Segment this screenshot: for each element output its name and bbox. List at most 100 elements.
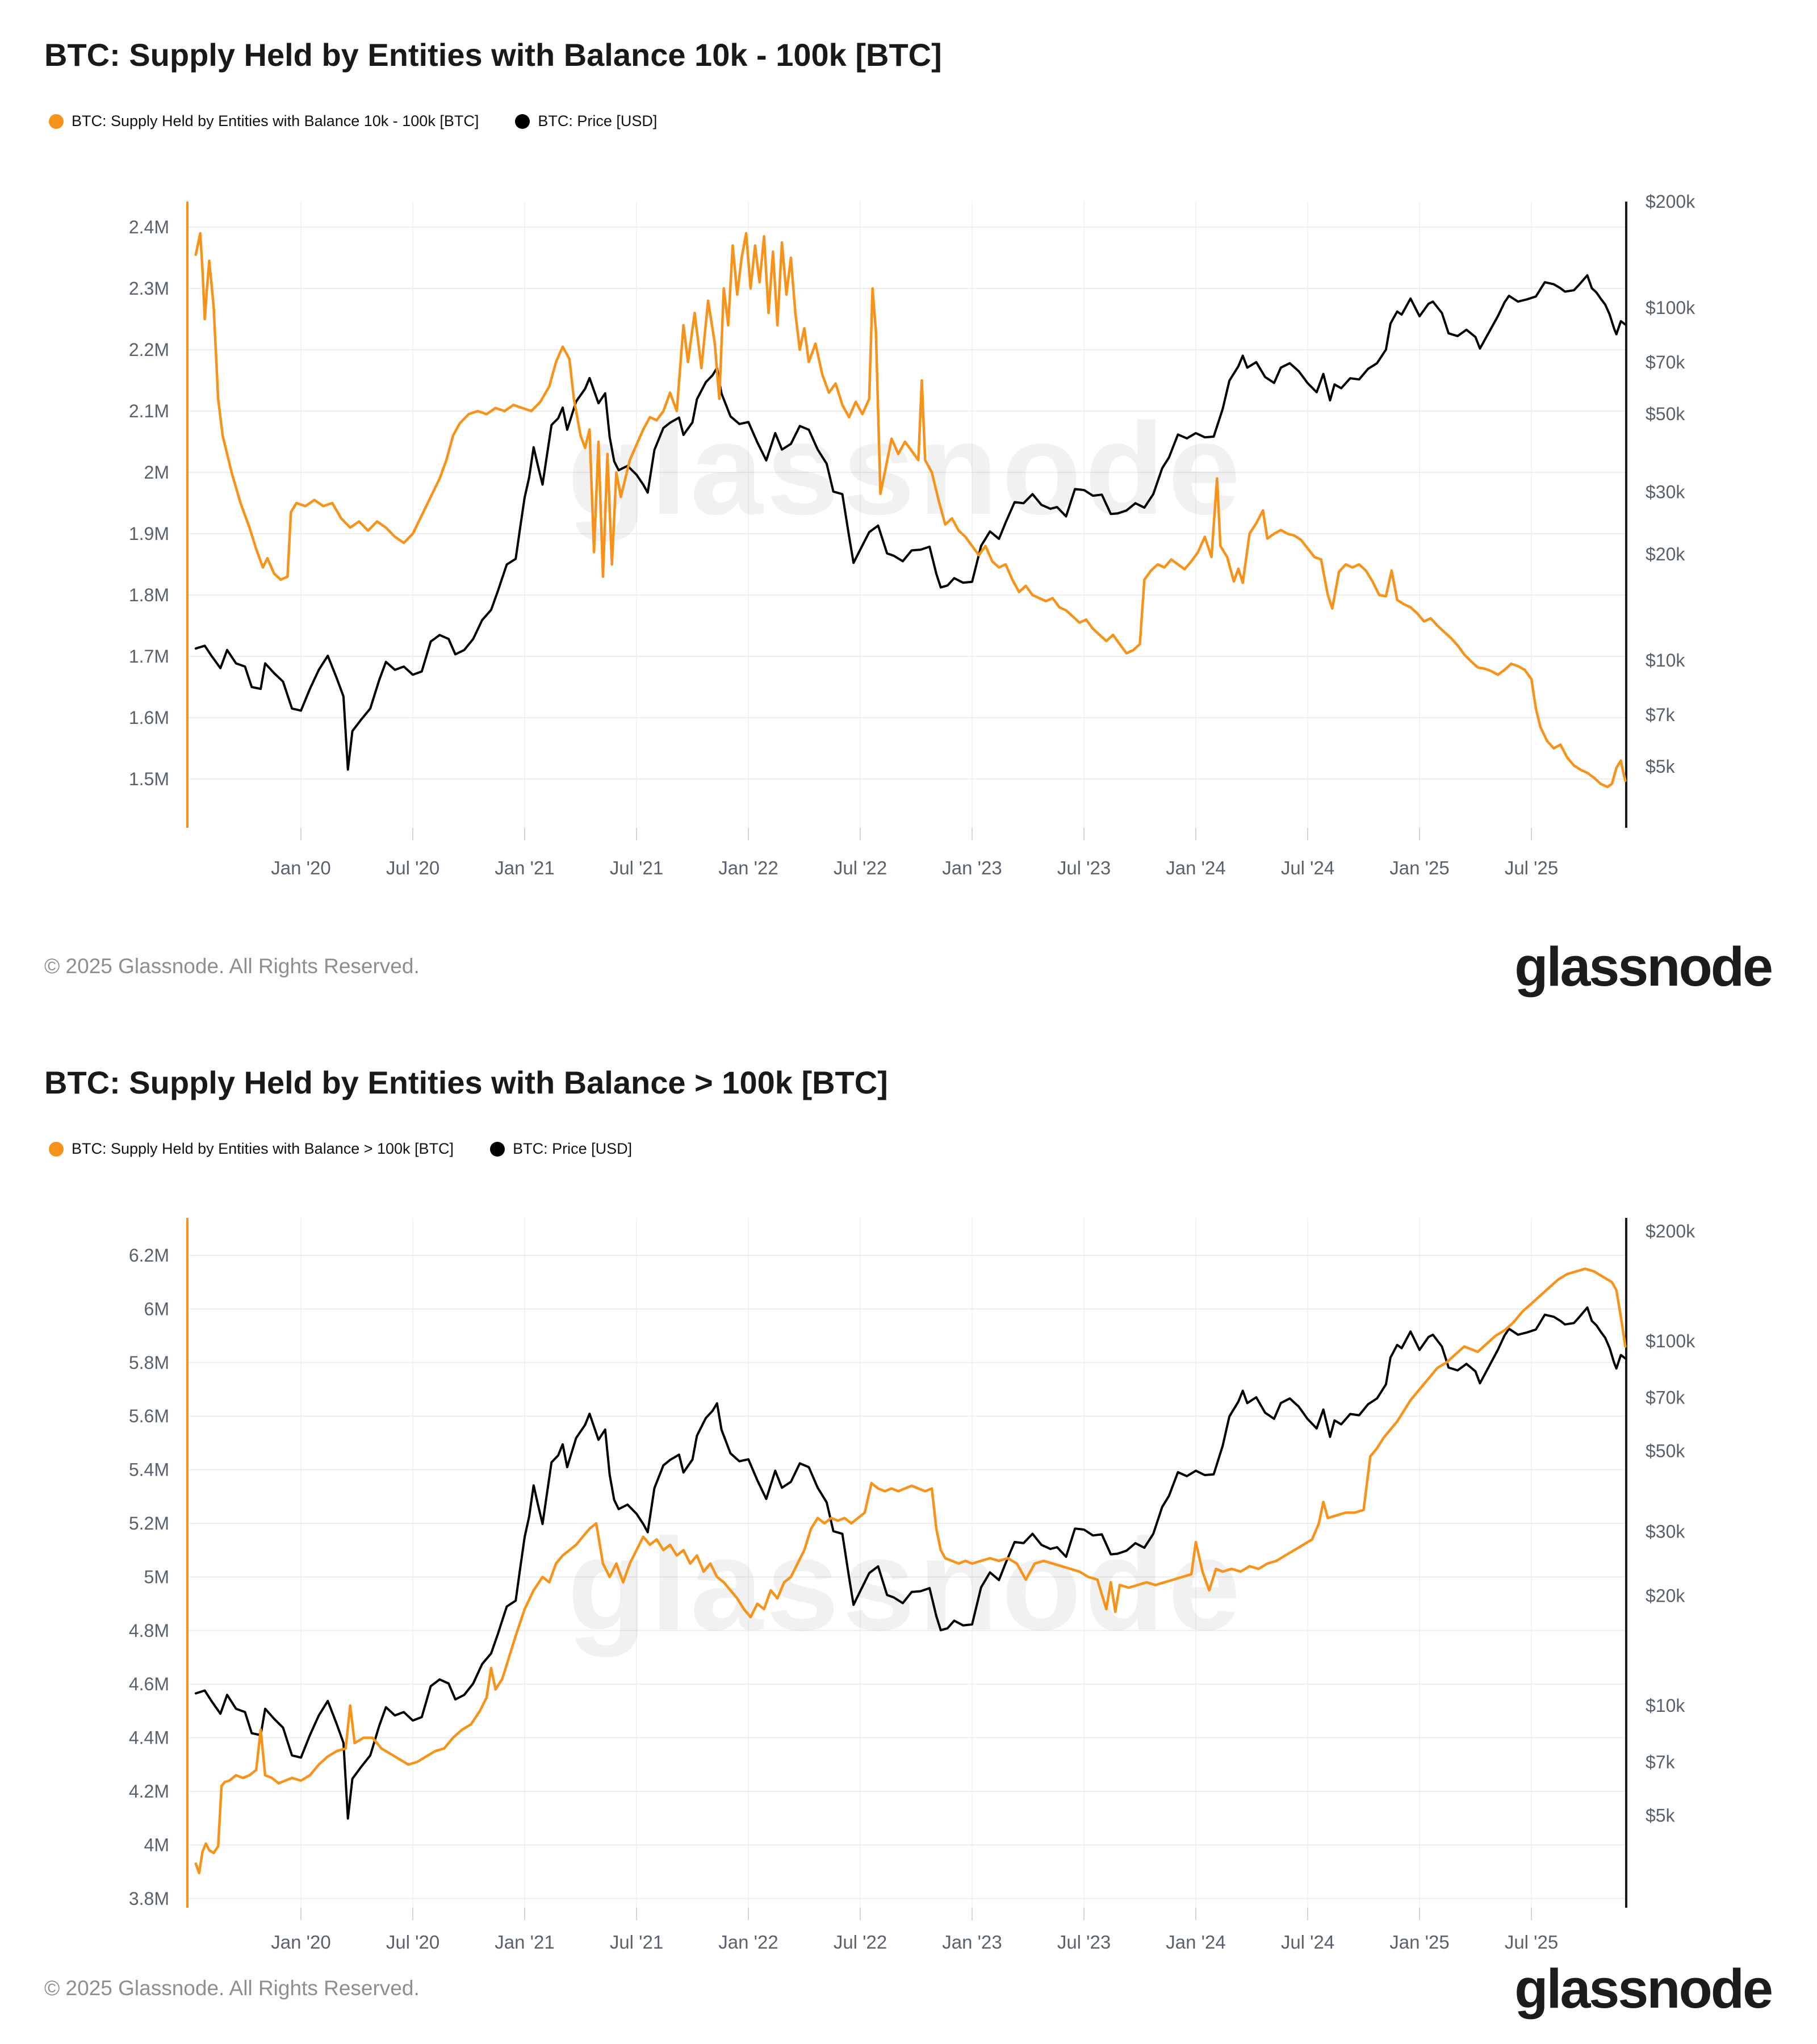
x-axis-label: Jul '20 xyxy=(386,857,439,878)
right-axis-label: $70k xyxy=(1646,1387,1685,1408)
copyright-text: © 2025 Glassnode. All Rights Reserved. xyxy=(44,1976,420,2000)
supply-line xyxy=(194,1267,1627,1875)
left-axis-label: 2M xyxy=(144,462,169,483)
plot-area-1[interactable]: Jan '20 Jul '20 Jan '21 Jul '21 Jan '22 Jul '… xyxy=(129,191,1695,878)
copyright-text: © 2025 Glassnode. All Rights Reserved. xyxy=(44,954,420,978)
x-axis-label: Jul '22 xyxy=(834,857,887,878)
glassnode-logo: glassnode xyxy=(1514,1957,1773,2020)
x-axis-label: Jul '23 xyxy=(1057,1932,1111,1953)
x-axis-label: Jul '20 xyxy=(386,1932,439,1953)
x-axis-label: Jan '25 xyxy=(1389,1932,1449,1953)
left-axis-label: 2.4M xyxy=(129,217,169,237)
right-axis-label: $7k xyxy=(1646,1752,1676,1772)
supply-line xyxy=(194,232,1627,789)
legend-label: BTC: Supply Held by Entities with Balanc… xyxy=(72,1140,454,1157)
legend-label: BTC: Price [USD] xyxy=(513,1140,633,1157)
left-axis-label: 3.8M xyxy=(129,1888,169,1909)
x-axis-label: Jul '25 xyxy=(1505,1932,1558,1953)
right-axis-label: $70k xyxy=(1646,352,1685,372)
left-axis-label: 4.6M xyxy=(129,1674,169,1694)
right-axis-label: $30k xyxy=(1646,1522,1685,1542)
plot-area-2[interactable]: Jan '20 Jul '20 Jan '21 Jul '21 Jan '22 Jul '… xyxy=(129,1218,1695,1953)
y-grid-and-labels: 6.2M 6M 5.8M 5.6M 5.4M 5.2M 5M 4.8M 4.6M 4.4M 4.2M… xyxy=(129,1245,1626,1909)
price-axis-labels: $200k $100k $70k $50k $30k $20k $10k $7k $5k xyxy=(1646,191,1695,777)
x-axis-label: Jan '21 xyxy=(495,857,554,878)
x-axis-label: Jan '20 xyxy=(271,857,330,878)
left-axis-label: 2.3M xyxy=(129,278,169,299)
legend-dot-icon xyxy=(49,1141,64,1157)
left-axis-label: 1.7M xyxy=(129,646,169,667)
chart2-footer: © 2025 Glassnode. All Rights Reserved. g… xyxy=(44,1957,1773,2020)
glassnode-watermark: glassnode xyxy=(567,1511,1244,1657)
left-axis-label: 5M xyxy=(144,1566,169,1587)
right-axis-label: $200k xyxy=(1646,191,1695,212)
right-axis-label: $20k xyxy=(1646,544,1685,564)
x-axis-label: Jul '23 xyxy=(1057,857,1111,878)
legend-dot-icon xyxy=(515,114,530,129)
legend-item-supply-gt-100k[interactable]: BTC: Supply Held by Entities with Balanc… xyxy=(49,1140,454,1158)
chart1-legend: BTC: Supply Held by Entities with Balanc… xyxy=(49,112,657,130)
glassnode-watermark: glassnode xyxy=(567,396,1244,542)
x-grid-and-ticks: Jan '20 Jul '20 Jan '21 Jul '21 Jan '22 Jul '… xyxy=(271,202,1558,878)
left-axis-label: 5.8M xyxy=(129,1352,169,1373)
x-axis-label: Jul '21 xyxy=(610,1932,663,1953)
right-axis-label: $100k xyxy=(1646,1331,1695,1351)
left-axis-label: 4M xyxy=(144,1834,169,1855)
x-axis-label: Jul '22 xyxy=(834,1932,887,1953)
glassnode-logo: glassnode xyxy=(1514,935,1773,998)
left-axis-label: 1.8M xyxy=(129,585,169,605)
x-axis-label: Jan '22 xyxy=(718,857,778,878)
chart2-title: BTC: Supply Held by Entities with Balanc… xyxy=(44,1065,888,1100)
btc-price-line xyxy=(194,1306,1627,1820)
price-axis-labels: $200k $100k $70k $50k $30k $20k $10k $7k $5k xyxy=(1646,1221,1695,1826)
x-axis-label: Jul '21 xyxy=(610,857,663,878)
right-axis-label: $200k xyxy=(1646,1221,1695,1242)
x-axis-label: Jul '24 xyxy=(1281,857,1334,878)
x-axis-label: Jan '25 xyxy=(1389,857,1449,878)
left-axis-label: 5.6M xyxy=(129,1406,169,1426)
right-axis-label: $100k xyxy=(1646,298,1695,318)
legend-label: BTC: Price [USD] xyxy=(538,112,658,129)
x-axis-label: Jan '23 xyxy=(942,857,1002,878)
left-axis-label: 1.5M xyxy=(129,769,169,789)
right-axis-label: $20k xyxy=(1646,1586,1685,1606)
left-axis-label: 6.2M xyxy=(129,1245,169,1266)
right-axis-label: $5k xyxy=(1646,756,1676,777)
x-grid-and-ticks: Jan '20 Jul '20 Jan '21 Jul '21 Jan '22 Jul '… xyxy=(271,1218,1558,1953)
left-axis-label: 4.2M xyxy=(129,1781,169,1802)
chart1-title: BTC: Supply Held by Entities with Balanc… xyxy=(44,37,942,73)
y-grid-and-labels: 2.4M 2.3M 2.2M 2.1M 2M 1.9M 1.8M 1.7M 1.6M 1.5M xyxy=(129,217,1626,789)
x-axis-label: Jan '21 xyxy=(495,1932,554,1953)
left-axis-label: 2.2M xyxy=(129,340,169,360)
chart2-legend: BTC: Supply Held by Entities with Balanc… xyxy=(49,1140,632,1158)
x-axis-label: Jul '24 xyxy=(1281,1932,1334,1953)
legend-item-price[interactable]: BTC: Price [USD] xyxy=(490,1140,632,1158)
x-axis-label: Jul '25 xyxy=(1505,857,1558,878)
x-axis-label: Jan '24 xyxy=(1166,1932,1225,1953)
x-axis-label: Jan '22 xyxy=(718,1932,778,1953)
left-axis-label: 1.9M xyxy=(129,523,169,544)
legend-dot-icon xyxy=(490,1141,505,1157)
x-axis-label: Jan '24 xyxy=(1166,857,1225,878)
left-axis-label: 4.4M xyxy=(129,1728,169,1748)
legend-label: BTC: Supply Held by Entities with Balanc… xyxy=(72,112,479,129)
right-axis-label: $50k xyxy=(1646,404,1685,424)
right-axis-label: $7k xyxy=(1646,705,1676,725)
right-axis-label: $50k xyxy=(1646,1440,1685,1461)
right-axis-label: $30k xyxy=(1646,482,1685,502)
x-axis-label: Jan '20 xyxy=(271,1932,330,1953)
x-axis-label: Jan '23 xyxy=(942,1932,1002,1953)
left-axis-label: 6M xyxy=(144,1299,169,1319)
legend-item-supply-10k-100k[interactable]: BTC: Supply Held by Entities with Balanc… xyxy=(49,112,479,130)
left-axis-label: 4.8M xyxy=(129,1620,169,1641)
legend-dot-icon xyxy=(49,114,64,129)
right-axis-label: $10k xyxy=(1646,650,1685,671)
legend-item-price[interactable]: BTC: Price [USD] xyxy=(515,112,657,130)
left-axis-label: 5.2M xyxy=(129,1513,169,1534)
left-axis-label: 1.6M xyxy=(129,707,169,728)
left-axis-label: 2.1M xyxy=(129,401,169,421)
right-axis-label: $10k xyxy=(1646,1695,1685,1716)
btc-price-line xyxy=(194,274,1627,771)
